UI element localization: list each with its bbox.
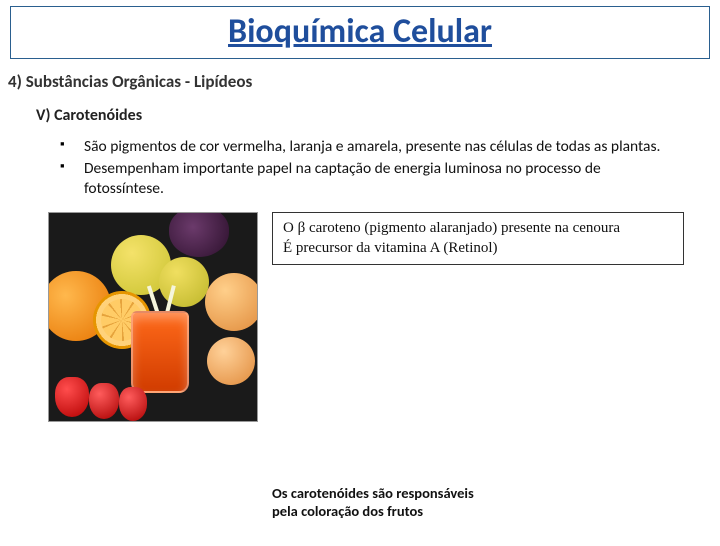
callout-line: É precursor da vitamina A (Retinol): [283, 239, 673, 259]
peach-shape: [205, 273, 258, 331]
juice-glass-shape: [131, 311, 189, 393]
strawberry-shape: [119, 387, 147, 421]
image-caption: Os carotenóides são responsáveis pela co…: [272, 484, 572, 520]
strawberry-shape: [89, 383, 119, 419]
caption-line: Os carotenóides são responsáveis: [272, 484, 572, 502]
callout-box: O β caroteno (pigmento alaranjado) prese…: [272, 212, 684, 265]
content-row: O β caroteno (pigmento alaranjado) prese…: [48, 212, 720, 422]
callout-line: O β caroteno (pigmento alaranjado) prese…: [283, 219, 673, 239]
title-bar: Bioquímica Celular: [10, 6, 710, 59]
peach-shape: [207, 337, 255, 385]
subheading: V) Carotenóides: [36, 106, 720, 125]
caption-line: pela coloração dos frutos: [272, 502, 572, 520]
list-item: Desempenham importante papel na captação…: [60, 159, 680, 199]
page-title: Bioquímica Celular: [11, 11, 709, 52]
apple-shape: [159, 257, 209, 307]
list-item: São pigmentos de cor vermelha, laranja e…: [60, 137, 680, 157]
grapes-shape: [169, 212, 229, 257]
fruit-image: [48, 212, 258, 422]
bullet-list: São pigmentos de cor vermelha, laranja e…: [60, 137, 680, 198]
section-heading: 4) Substâncias Orgânicas - Lipídeos: [8, 71, 720, 92]
strawberry-shape: [55, 377, 89, 417]
